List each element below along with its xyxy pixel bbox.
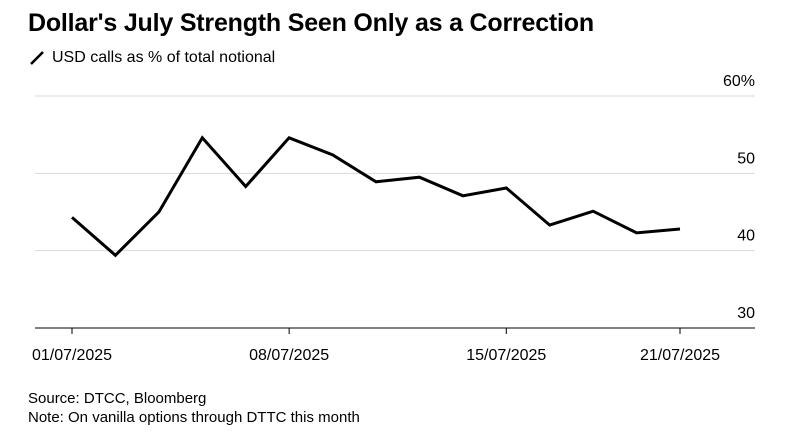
y-tick-label-40: 40 xyxy=(737,228,755,245)
y-axis-tick-labels: 30 40 50 60% xyxy=(723,73,755,322)
x-tick-label: 08/07/2025 xyxy=(249,347,329,364)
legend-label: USD calls as % of total notional xyxy=(52,49,276,66)
y-tick-label-50: 50 xyxy=(737,150,755,167)
legend-line-icon xyxy=(30,51,44,65)
y-tick-label-60: 60% xyxy=(723,73,755,90)
x-tick-label: 15/07/2025 xyxy=(466,347,546,364)
x-tick-label: 21/07/2025 xyxy=(640,347,720,364)
series-line-usd-calls xyxy=(71,135,681,258)
grid-lines xyxy=(35,95,755,252)
chart-title: Dollar's July Strength Seen Only as a Co… xyxy=(28,9,594,37)
y-tick-label-30: 30 xyxy=(737,305,755,322)
source-note: Source: DTCC, Bloomberg xyxy=(28,390,207,407)
legend: USD calls as % of total notional xyxy=(28,48,275,68)
x-axis xyxy=(35,327,755,334)
series xyxy=(71,135,681,258)
x-axis-tick-labels: 01/07/2025 08/07/2025 15/07/2025 21/07/2025 xyxy=(32,347,720,364)
x-tick-label: 01/07/2025 xyxy=(32,347,112,364)
footnote: Note: On vanilla options through DTTC th… xyxy=(28,409,360,426)
